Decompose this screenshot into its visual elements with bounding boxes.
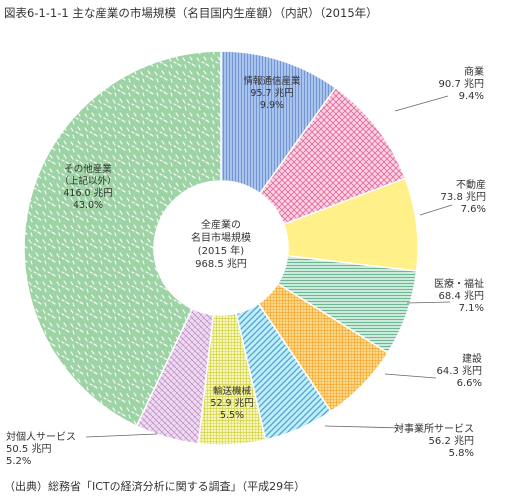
leader-line-建設 (384, 373, 437, 379)
slice-label-対個人サービス: 対個人サービス 50.5 兆円 5.2% (6, 430, 76, 467)
leader-line-医療・福祉 (406, 301, 451, 304)
source-note: （出典）総務省「ICTの経済分析に関する調査」（平成29年） (4, 480, 306, 493)
slice-label-情報通信産業: 情報通信産業 95.7 兆円 9.9% (243, 75, 301, 111)
slice-label-建設: 建設 64.3 兆円 6.6% (437, 352, 482, 389)
slice-label-輸送機械: 輸送機械 52.9 兆円 5.5% (210, 385, 253, 421)
chart-title: 図表6-1-1-1 主な産業の市場規模（名目国内生産額）（内訳）（2015年） (4, 6, 378, 20)
leader-line-不動産 (419, 204, 453, 216)
slice-label-医療・福祉: 医療・福祉 68.4 兆円 7.1% (434, 277, 484, 314)
center-label: 全産業の名目市場規模(2015 年) 968.5 兆円 (191, 218, 251, 270)
slice-label-対事業所サービス: 対事業所サービス 56.2 兆円 5.8% (394, 422, 474, 459)
leader-line-対事業所サービス (324, 425, 404, 429)
slice-label-不動産: 不動産 73.8 兆円 7.6% (441, 178, 486, 215)
slice-label-その他産業: その他産業（上記以外） 416.0 兆円 43.0% (59, 163, 116, 211)
slice-その他産業 (23, 50, 222, 428)
slice-label-商業: 商業 90.7 兆円 9.4% (439, 65, 484, 102)
leader-line-対個人サービス (85, 433, 158, 438)
leader-line-商業 (394, 95, 449, 112)
